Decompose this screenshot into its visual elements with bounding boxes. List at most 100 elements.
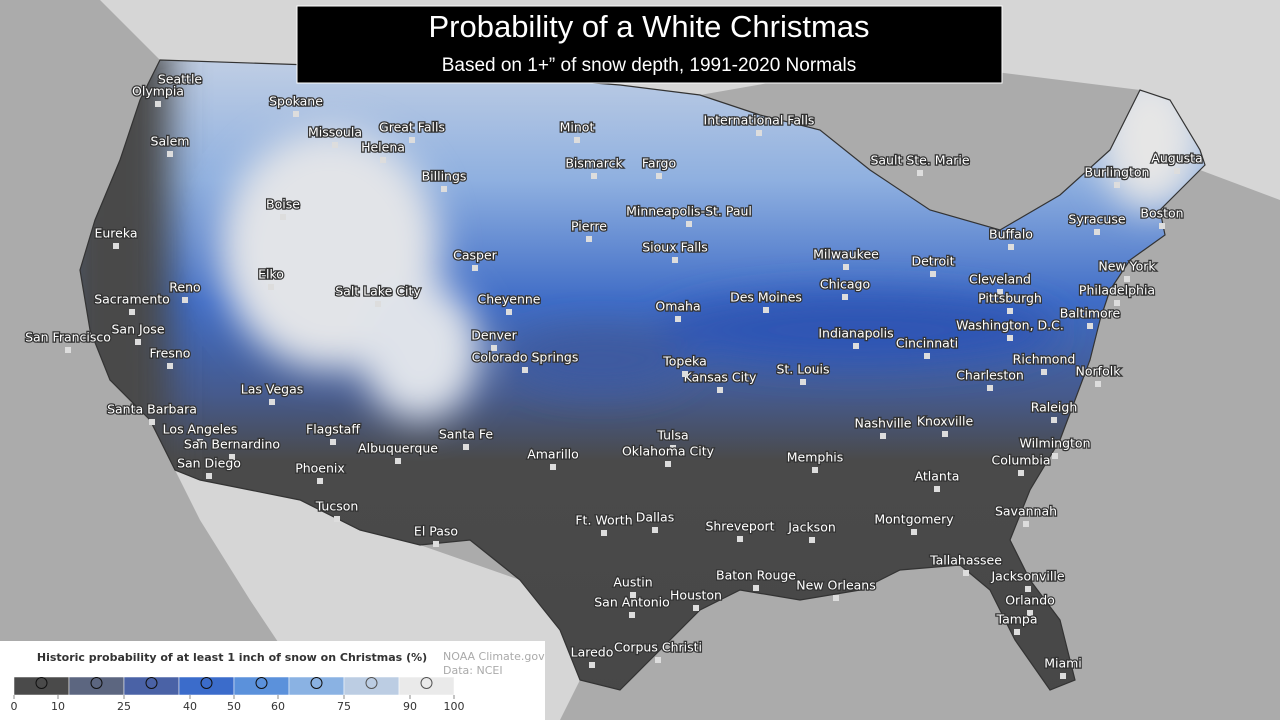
city-marker <box>441 186 447 192</box>
city-marker <box>550 464 556 470</box>
legend-dot <box>90 677 103 689</box>
city-marker <box>675 316 681 322</box>
legend-dot <box>255 677 268 689</box>
city-marker <box>942 431 948 437</box>
city-label: Boise <box>266 197 300 212</box>
city-label: Tallahassee <box>929 553 1002 568</box>
legend-tick-label: 0 <box>11 700 18 713</box>
city-marker <box>812 467 818 473</box>
title: Probability of a White Christmas <box>428 9 869 44</box>
city-label: Houston <box>670 588 722 603</box>
legend-dot <box>145 677 158 689</box>
city-marker <box>149 419 155 425</box>
city-marker <box>833 595 839 601</box>
city-label: San Jose <box>111 322 164 337</box>
city-label: Amarillo <box>527 447 579 462</box>
city-marker <box>433 541 439 547</box>
city-label: Atlanta <box>915 469 960 484</box>
city-label: Omaha <box>655 299 700 314</box>
city-label: Billings <box>422 169 467 184</box>
city-label: Great Falls <box>379 120 445 135</box>
city-label: Indianapolis <box>818 326 893 341</box>
city-label: Tulsa <box>656 428 688 443</box>
city-label: Seattle <box>158 72 203 87</box>
city-label: Salt Lake City <box>335 284 421 299</box>
city-label: Sioux Falls <box>642 240 708 255</box>
city-label: Pittsburgh <box>978 291 1042 306</box>
city-marker <box>197 439 203 445</box>
city-label: Ft. Worth <box>575 513 632 528</box>
city-label: Cleveland <box>969 272 1031 287</box>
legend-tick-label: 100 <box>444 700 465 713</box>
city-label: New York <box>1098 259 1156 274</box>
city-marker <box>1027 610 1033 616</box>
city-label: Denver <box>471 328 517 343</box>
city-marker <box>1087 323 1093 329</box>
city-marker <box>737 536 743 542</box>
city-label: Pierre <box>571 219 607 234</box>
city-marker <box>1007 335 1013 341</box>
city-label: Los Angeles <box>163 422 238 437</box>
legend-dot <box>35 677 48 689</box>
city-marker <box>717 387 723 393</box>
city-label: Fargo <box>642 156 676 171</box>
legend-tick-label: 50 <box>227 700 241 713</box>
city-label: Miami <box>1044 656 1082 671</box>
city-label: Des Moines <box>730 290 802 305</box>
city-label: Raleigh <box>1031 400 1078 415</box>
city-marker <box>629 612 635 618</box>
city-label: Spokane <box>269 94 323 109</box>
city-label: Richmond <box>1013 352 1076 367</box>
city-label: Tucson <box>315 499 359 514</box>
legend-dot <box>200 677 213 689</box>
legend-dot <box>310 677 323 689</box>
city-label: Baltimore <box>1060 306 1121 321</box>
city-label: International Falls <box>704 113 815 128</box>
city-label: Columbia <box>991 453 1050 468</box>
city-marker <box>206 473 212 479</box>
legend-tick-label: 10 <box>51 700 65 713</box>
city-marker <box>665 461 671 467</box>
city-label: Laredo <box>571 645 614 660</box>
city-marker <box>506 309 512 315</box>
city-marker <box>135 339 141 345</box>
legend: 0 10 25 40 50 60 75 90 100 <box>11 676 465 713</box>
city-marker <box>332 142 338 148</box>
city-label: Fresno <box>150 346 191 361</box>
city-marker <box>1052 453 1058 459</box>
city-label: Boston <box>1140 206 1183 221</box>
city-marker <box>334 516 340 522</box>
city-marker <box>655 657 661 663</box>
city-marker <box>686 221 692 227</box>
city-label: Minneapolis-St. Paul <box>626 204 752 219</box>
city-marker <box>1114 182 1120 188</box>
title-box <box>296 5 1003 84</box>
city-label: Flagstaff <box>306 422 360 437</box>
city-marker <box>229 454 235 460</box>
city-marker <box>409 137 415 143</box>
city-marker <box>1060 673 1066 679</box>
city-marker <box>853 343 859 349</box>
city-marker <box>930 271 936 277</box>
city-label: Augusta <box>1151 151 1202 166</box>
city-label: Minot <box>560 120 595 135</box>
legend-tick-label: 90 <box>403 700 417 713</box>
city-label: Kansas City <box>684 370 757 385</box>
city-label: Austin <box>613 575 652 590</box>
city-label: Topeka <box>662 354 706 369</box>
city-marker <box>843 264 849 270</box>
city-label: Eureka <box>94 226 137 241</box>
city-marker <box>586 236 592 242</box>
city-marker <box>574 137 580 143</box>
credit-data: Data: NCEI <box>443 664 503 677</box>
city-label: Phoenix <box>295 461 345 476</box>
city-label: Wilmington <box>1019 436 1090 451</box>
credit-source: NOAA Climate.gov <box>443 650 545 663</box>
city-marker <box>656 173 662 179</box>
city-label: Savannah <box>995 504 1057 519</box>
city-marker <box>113 243 119 249</box>
city-marker <box>630 592 636 598</box>
city-marker <box>589 662 595 668</box>
